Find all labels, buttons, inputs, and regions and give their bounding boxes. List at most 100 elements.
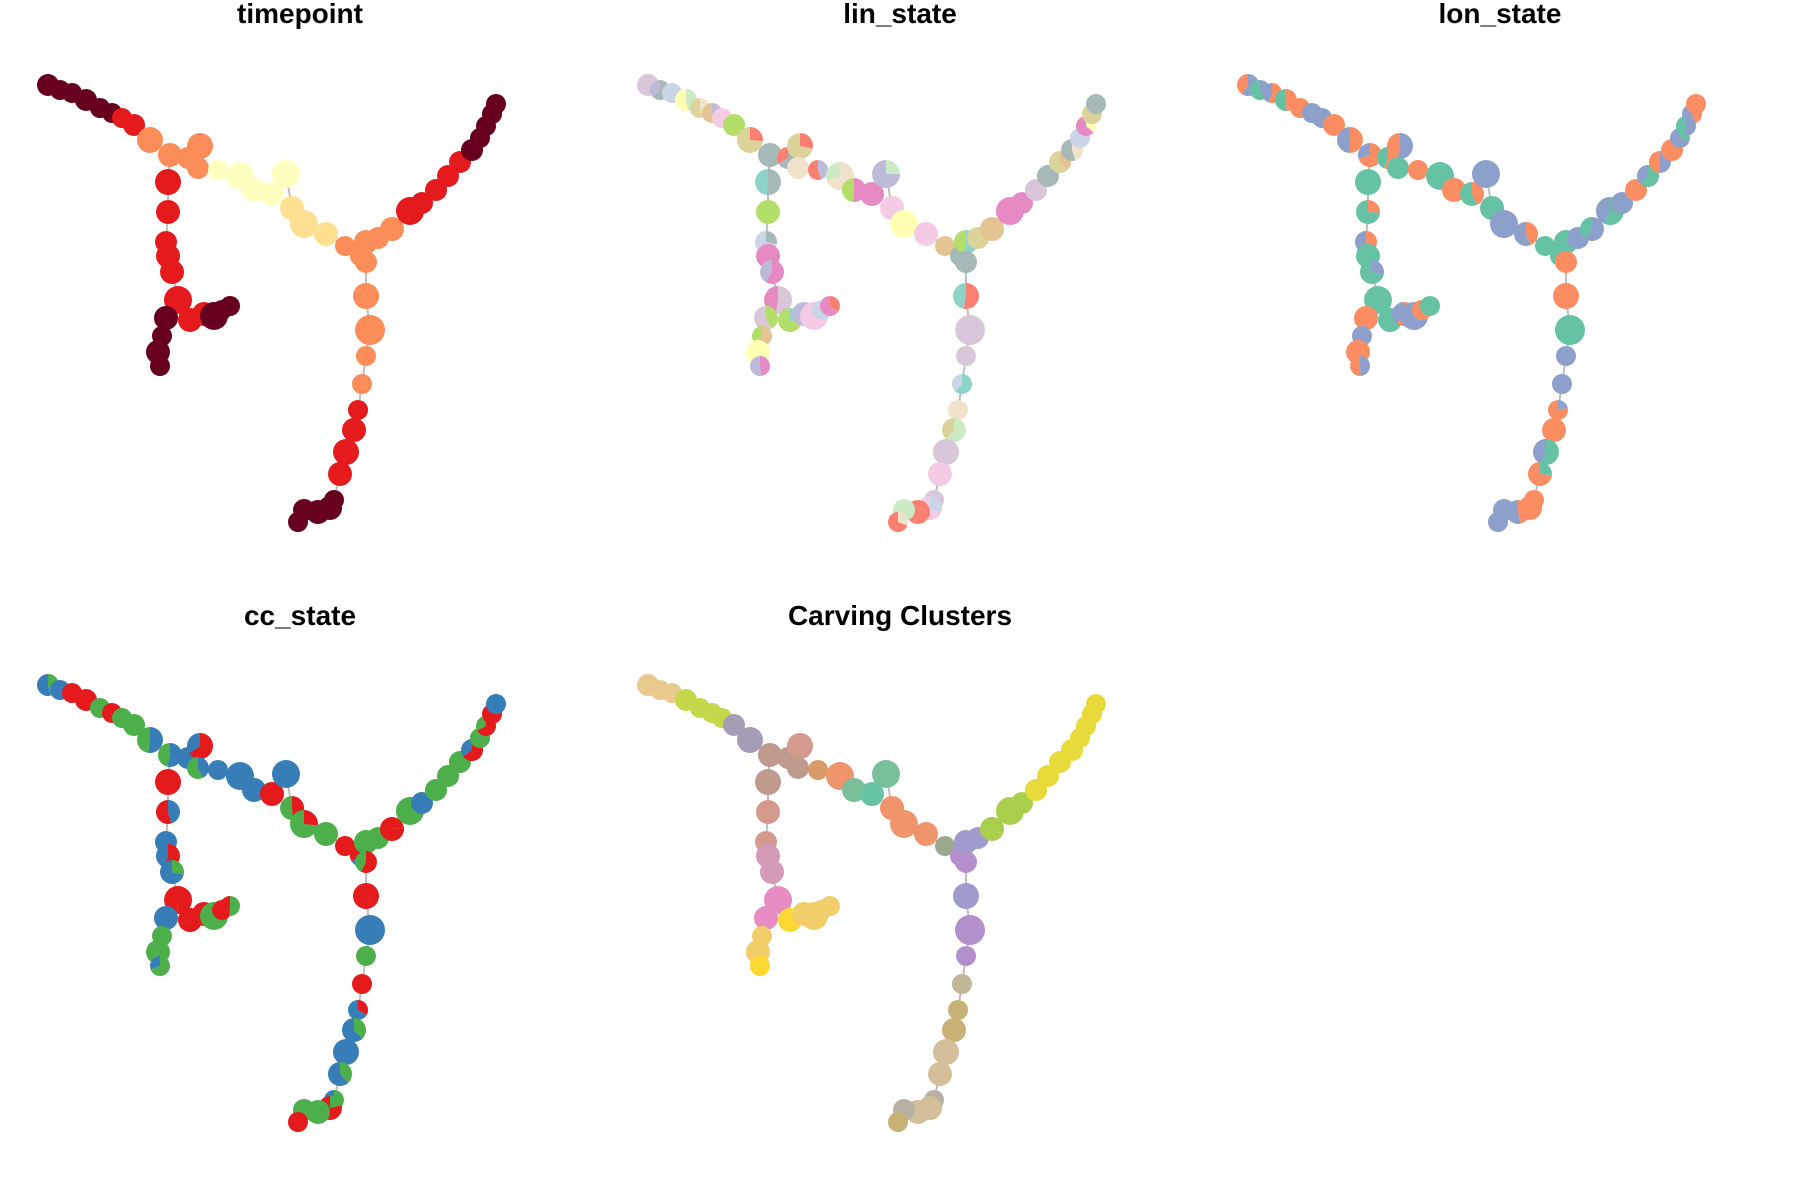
tree-node bbox=[1514, 222, 1538, 246]
tree-node bbox=[342, 1018, 366, 1042]
tree-node bbox=[1408, 160, 1428, 180]
tree-node bbox=[955, 251, 977, 273]
tree-node bbox=[1420, 296, 1440, 316]
tree-node bbox=[787, 757, 809, 779]
tree-node bbox=[486, 694, 506, 714]
tree-node bbox=[154, 306, 178, 330]
tree-node bbox=[1337, 127, 1363, 153]
tree-node bbox=[160, 260, 184, 284]
tree-node bbox=[933, 1039, 959, 1065]
tree-node bbox=[290, 810, 318, 838]
tree-node bbox=[1542, 418, 1566, 442]
tree-node bbox=[955, 915, 985, 945]
trajectory-tree bbox=[600, 600, 1200, 1200]
tree-node bbox=[787, 157, 809, 179]
tree-node bbox=[156, 800, 180, 824]
tree-node bbox=[948, 1000, 968, 1020]
tree-node bbox=[220, 296, 240, 316]
tree-node bbox=[750, 356, 770, 376]
tree-node bbox=[348, 1000, 368, 1020]
tree-node bbox=[1472, 160, 1500, 188]
tree-node bbox=[187, 757, 209, 779]
tree-node bbox=[888, 1112, 908, 1132]
tree-node bbox=[928, 1062, 952, 1086]
tree-node bbox=[787, 133, 813, 159]
tree-node bbox=[208, 760, 228, 780]
tree-node bbox=[137, 127, 163, 153]
tree-node bbox=[355, 851, 377, 873]
tree-node bbox=[150, 356, 170, 376]
trajectory-tree bbox=[600, 0, 1200, 600]
tree-node bbox=[1553, 283, 1579, 309]
tree-node bbox=[1555, 315, 1585, 345]
tree-node bbox=[187, 733, 213, 759]
tree-node bbox=[342, 418, 366, 442]
panel-lin-state: lin_state bbox=[600, 0, 1200, 600]
tree-node bbox=[1686, 94, 1706, 114]
tree-node bbox=[353, 283, 379, 309]
tree-node bbox=[156, 200, 180, 224]
tree-node bbox=[1086, 94, 1106, 114]
tree-node bbox=[348, 400, 368, 420]
tree-node bbox=[787, 733, 813, 759]
tree-node bbox=[150, 956, 170, 976]
panel-cc-state: cc_state bbox=[0, 600, 600, 1200]
tree-node bbox=[1528, 462, 1552, 486]
tree-node bbox=[1387, 133, 1413, 159]
tree-node bbox=[952, 974, 972, 994]
tree-node bbox=[1354, 306, 1378, 330]
tree-node bbox=[1533, 439, 1559, 465]
tree-node bbox=[754, 906, 778, 930]
tree-node bbox=[952, 374, 972, 394]
tree-node bbox=[942, 1018, 966, 1042]
tree-node bbox=[220, 896, 240, 916]
tree-node bbox=[208, 160, 228, 180]
tree-node bbox=[1555, 251, 1577, 273]
tree-node bbox=[353, 883, 379, 909]
tree-node bbox=[1360, 260, 1384, 284]
panel-timepoint: timepoint bbox=[0, 0, 600, 600]
tree-node bbox=[160, 860, 184, 884]
tree-node bbox=[755, 169, 781, 195]
tree-node bbox=[872, 160, 900, 188]
tree-node bbox=[955, 315, 985, 345]
tree-node bbox=[737, 127, 763, 153]
tree-node bbox=[756, 800, 780, 824]
tree-node bbox=[1086, 694, 1106, 714]
tree-node bbox=[760, 260, 784, 284]
panel-lon-state: lon_state bbox=[1200, 0, 1800, 600]
tree-node bbox=[750, 956, 770, 976]
tree-node bbox=[914, 222, 938, 246]
tree-node bbox=[355, 915, 385, 945]
tree-node bbox=[756, 200, 780, 224]
tree-node bbox=[760, 860, 784, 884]
tree-node bbox=[1488, 512, 1508, 532]
tree-node bbox=[1552, 374, 1572, 394]
tree-node bbox=[288, 1112, 308, 1132]
trajectory-tree bbox=[1200, 0, 1800, 600]
tree-node bbox=[953, 283, 979, 309]
trajectory-tree bbox=[0, 0, 600, 600]
tree-node bbox=[928, 462, 952, 486]
tree-node bbox=[272, 160, 300, 188]
tree-node bbox=[154, 906, 178, 930]
panel-carving-clusters: Carving Clusters bbox=[600, 600, 1200, 1200]
tree-node bbox=[352, 374, 372, 394]
tree-node bbox=[352, 974, 372, 994]
tree-node bbox=[914, 822, 938, 846]
trajectory-tree bbox=[0, 600, 600, 1200]
tree-node bbox=[953, 883, 979, 909]
tree-node bbox=[328, 462, 352, 486]
tree-node bbox=[314, 822, 338, 846]
tree-node bbox=[1548, 400, 1568, 420]
tree-node bbox=[890, 810, 918, 838]
tree-node bbox=[820, 896, 840, 916]
tree-node bbox=[155, 769, 181, 795]
tree-node bbox=[890, 210, 918, 238]
tree-node bbox=[872, 760, 900, 788]
tree-node bbox=[737, 727, 763, 753]
tree-node bbox=[808, 160, 828, 180]
tree-node bbox=[933, 439, 959, 465]
tree-node bbox=[333, 1039, 359, 1065]
tree-node bbox=[272, 760, 300, 788]
